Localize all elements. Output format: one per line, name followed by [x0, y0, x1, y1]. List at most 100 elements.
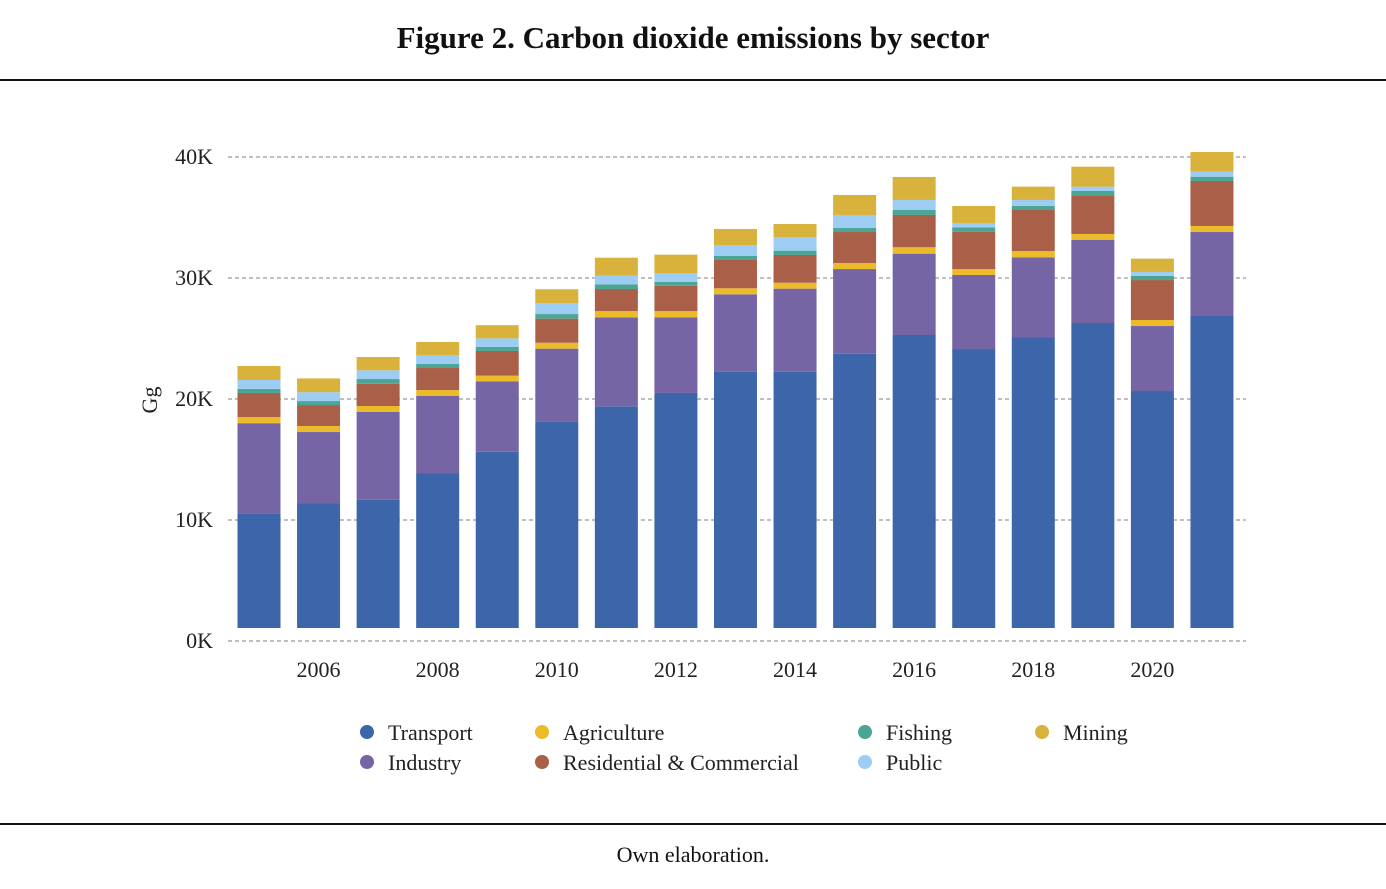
bar-segment-industry-2020 [1130, 326, 1174, 392]
legend-label: Transport [388, 720, 473, 745]
bar-segment-mining-2018 [1011, 186, 1055, 200]
bar-segment-public-2012 [654, 273, 698, 282]
legend-marker-residential-commercial [535, 755, 549, 769]
bar-segment-agriculture-2018 [1011, 251, 1055, 258]
bottom-rule [0, 823, 1386, 825]
bar-segment-transport-2009 [475, 451, 519, 628]
bar-segment-mining-2015 [833, 194, 877, 215]
bar-segment-agriculture-2007 [356, 406, 400, 412]
legend-label: Mining [1063, 720, 1128, 745]
bar-segment-mining-2009 [475, 325, 519, 339]
top-rule [0, 79, 1386, 81]
bar-segment-fishing-2019 [1071, 191, 1115, 196]
bar-segment-agriculture-2021 [1190, 225, 1234, 233]
bar-segment-agriculture-2015 [833, 262, 877, 270]
bar-segment-transport-2014 [773, 371, 817, 628]
bar-segment-transport-2021 [1190, 315, 1234, 628]
bar-segment-mining-2017 [952, 206, 996, 223]
bar-segment-residential-commercial-2020 [1130, 280, 1174, 320]
bar-segment-residential-commercial-2013 [713, 259, 757, 289]
bar-segment-fishing-2015 [833, 228, 877, 233]
bar-segment-residential-commercial-2012 [654, 285, 698, 312]
bar-segment-transport-2005 [237, 513, 281, 628]
bar-segment-agriculture-2017 [952, 269, 996, 275]
bar-segment-mining-2013 [713, 228, 757, 246]
bar-segment-industry-2021 [1190, 232, 1234, 316]
bar-segment-fishing-2008 [416, 364, 460, 369]
bar-segment-residential-commercial-2015 [833, 232, 877, 263]
bar-segment-fishing-2018 [1011, 206, 1055, 210]
bar-segment-agriculture-2011 [594, 311, 638, 318]
bar-segment-industry-2008 [416, 395, 460, 474]
bar-segment-transport-2018 [1011, 337, 1055, 628]
bar-segment-industry-2014 [773, 288, 817, 372]
bar-segment-transport-2012 [654, 392, 698, 628]
bar-segment-public-2017 [952, 222, 996, 228]
bar-segment-transport-2016 [892, 334, 936, 628]
bar-segment-transport-2007 [356, 499, 400, 628]
bar-segment-mining-2007 [356, 357, 400, 371]
bar-segment-industry-2016 [892, 253, 936, 335]
bar-segment-agriculture-2016 [892, 247, 936, 254]
bar-segment-mining-2010 [535, 289, 579, 304]
source-note: Own elaboration. [616, 842, 770, 867]
y-tick-label: 30K [175, 265, 213, 290]
legend-marker-industry [360, 755, 374, 769]
bar-segment-industry-2013 [713, 294, 757, 372]
x-tick-label: 2018 [1011, 657, 1055, 682]
bar-segment-public-2020 [1130, 271, 1174, 276]
bar-segment-transport-2013 [713, 371, 757, 628]
bar-segment-mining-2008 [416, 342, 460, 355]
bar-segment-fishing-2021 [1190, 176, 1234, 181]
bar-segment-agriculture-2005 [237, 417, 281, 424]
bar-segment-industry-2017 [952, 274, 996, 350]
bar-segment-fishing-2014 [773, 250, 817, 256]
legend-label: Agriculture [563, 720, 664, 745]
bar-segment-agriculture-2010 [535, 342, 579, 349]
legend-label: Public [886, 750, 942, 775]
bar-segment-residential-commercial-2017 [952, 231, 996, 270]
x-tick-label: 2020 [1130, 657, 1174, 682]
bar-segment-transport-2008 [416, 473, 460, 628]
bar-segment-mining-2019 [1071, 166, 1115, 187]
bar-segment-public-2009 [475, 338, 519, 347]
bar-segment-public-2005 [237, 380, 281, 389]
bar-segment-fishing-2009 [475, 346, 519, 351]
bar-segment-fishing-2016 [892, 209, 936, 215]
bar-segment-agriculture-2019 [1071, 233, 1115, 241]
bar-segment-public-2014 [773, 236, 817, 251]
bar-segment-transport-2020 [1130, 391, 1174, 628]
bar-segment-residential-commercial-2014 [773, 255, 817, 283]
bar-segment-public-2019 [1071, 186, 1115, 192]
legend-label: Industry [388, 750, 461, 775]
bar-segment-fishing-2006 [297, 401, 341, 406]
bar-segment-agriculture-2009 [475, 375, 519, 382]
bar-segment-residential-commercial-2019 [1071, 195, 1115, 234]
bar-segment-transport-2019 [1071, 323, 1115, 628]
bar-segment-mining-2011 [594, 257, 638, 276]
bar-segment-residential-commercial-2009 [475, 350, 519, 376]
y-tick-label: 10K [175, 507, 213, 532]
bar-segment-agriculture-2006 [297, 425, 341, 433]
bar-segment-public-2008 [416, 354, 460, 365]
bar-segment-industry-2015 [833, 269, 877, 354]
bar-segment-residential-commercial-2011 [594, 289, 638, 312]
bar-segment-agriculture-2012 [654, 311, 698, 318]
bar-segment-public-2006 [297, 392, 341, 402]
bar-segment-industry-2009 [475, 381, 519, 452]
bar-segment-fishing-2007 [356, 379, 400, 384]
x-tick-label: 2006 [297, 657, 341, 682]
y-axis-label: Gg [137, 387, 162, 414]
bar-segment-transport-2017 [952, 349, 996, 628]
bar-segment-public-2011 [594, 275, 638, 285]
bar-segment-fishing-2017 [952, 227, 996, 232]
legend-label: Residential & Commercial [563, 750, 799, 775]
bar-segment-fishing-2013 [713, 255, 757, 260]
y-tick-label: 0K [186, 628, 213, 653]
x-tick-label: 2014 [773, 657, 817, 682]
bar-segment-residential-commercial-2010 [535, 318, 579, 343]
bar-segment-industry-2018 [1011, 257, 1055, 338]
bar-segment-industry-2005 [237, 423, 281, 514]
bar-segment-transport-2010 [535, 421, 579, 628]
